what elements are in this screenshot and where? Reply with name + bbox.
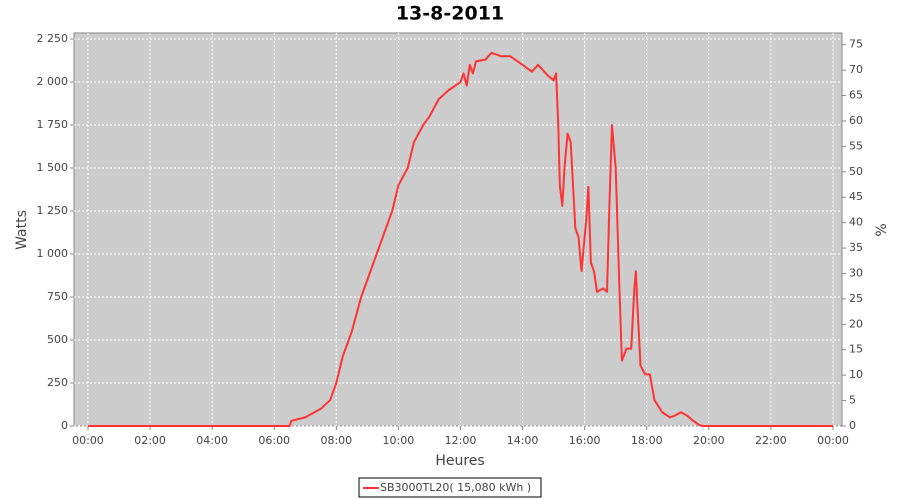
x-tick-label: 00:00 [72,434,104,447]
data-line [87,51,833,427]
y2-tick-label: 15 [849,343,863,356]
y2-tick-label: 50 [849,165,863,178]
y2-tick-label: 0 [849,419,856,432]
y2-tick-label: 60 [849,114,863,127]
y2-tick-label: 30 [849,266,863,279]
x-tick-label: 16:00 [569,434,601,447]
y-tick-label: 1 000 [37,247,69,260]
y-tick-label: 1 500 [37,161,69,174]
y-tick-label: 0 [61,419,68,432]
y-tick-label: 1 750 [37,118,69,131]
x-tick-label: 14:00 [507,434,539,447]
y2-tick-label: 45 [849,190,863,203]
y-tick-label: 750 [47,290,68,303]
x-tick-label: 20:00 [693,434,725,447]
x-axis-label: Heures [435,453,484,469]
y-tick-label: 2 000 [37,75,69,88]
y2-tick-label: 40 [849,216,863,229]
legend-box [358,477,542,498]
x-tick-label: 06:00 [258,434,290,447]
y2-tick-label: 75 [849,38,863,51]
x-tick-label: 08:00 [320,434,352,447]
y-tick-label: 1 250 [37,204,69,217]
y2-tick-label: 55 [849,139,863,152]
y2-axis-label: % [874,223,890,236]
y2-tick-label: 20 [849,317,863,330]
y2-tick-label: 35 [849,241,863,254]
y-axis-label: Watts [14,210,30,250]
chart-title: 13-8-2011 [396,3,504,25]
plot-area [73,32,843,427]
x-tick-label: 10:00 [383,434,415,447]
x-tick-label: 22:00 [755,434,787,447]
y2-tick-label: 65 [849,89,863,102]
x-tick-label: 04:00 [196,434,228,447]
x-tick-label: 02:00 [134,434,166,447]
x-tick-label: 18:00 [631,434,663,447]
y2-tick-label: 70 [849,63,863,76]
y-tick-label: 2 250 [37,32,69,45]
x-tick-label: 00:00 [817,434,849,447]
x-tick-label: 12:00 [445,434,477,447]
y2-tick-label: 5 [849,394,856,407]
legend-label: SB3000TL20( 15,080 kWh ) [380,481,531,494]
y2-tick-label: 25 [849,292,863,305]
y-tick-label: 250 [47,376,68,389]
y2-tick-label: 10 [849,368,863,381]
y-tick-label: 500 [47,333,68,346]
